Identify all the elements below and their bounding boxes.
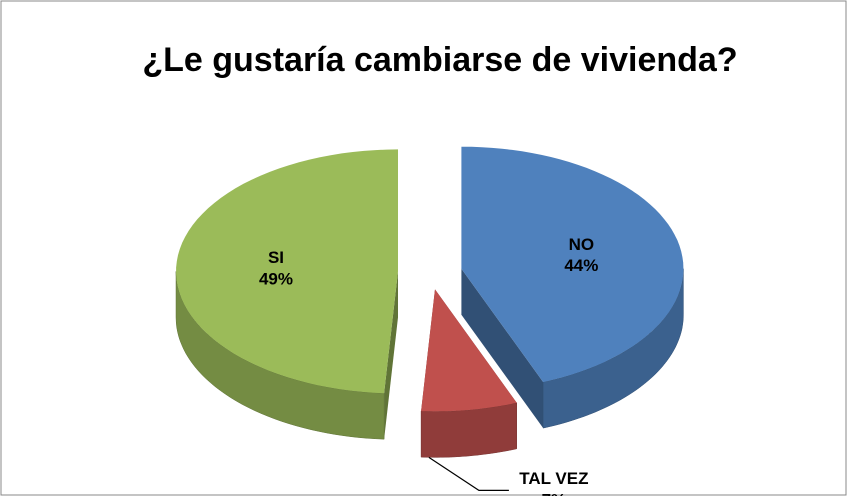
label-category: TAL VEZ [519,470,588,489]
slice [461,146,684,383]
slice-side [384,271,398,440]
slice-tops [176,146,684,412]
data-label: TAL VEZ 7% [519,470,588,496]
label-value: 49% [259,270,293,289]
data-label: NO 44% [564,235,598,275]
label-value: 44% [564,257,598,276]
label-category: SI [268,249,284,268]
slice [176,149,398,394]
leader-line [428,456,509,491]
chart-title: ¿Le gustaría cambiarse de vivienda? [142,41,737,79]
label-category: NO [569,235,595,254]
slice [421,289,517,412]
label-value: 7% [542,491,567,496]
data-label: SI 49% [259,249,293,289]
slice-side [461,268,544,429]
